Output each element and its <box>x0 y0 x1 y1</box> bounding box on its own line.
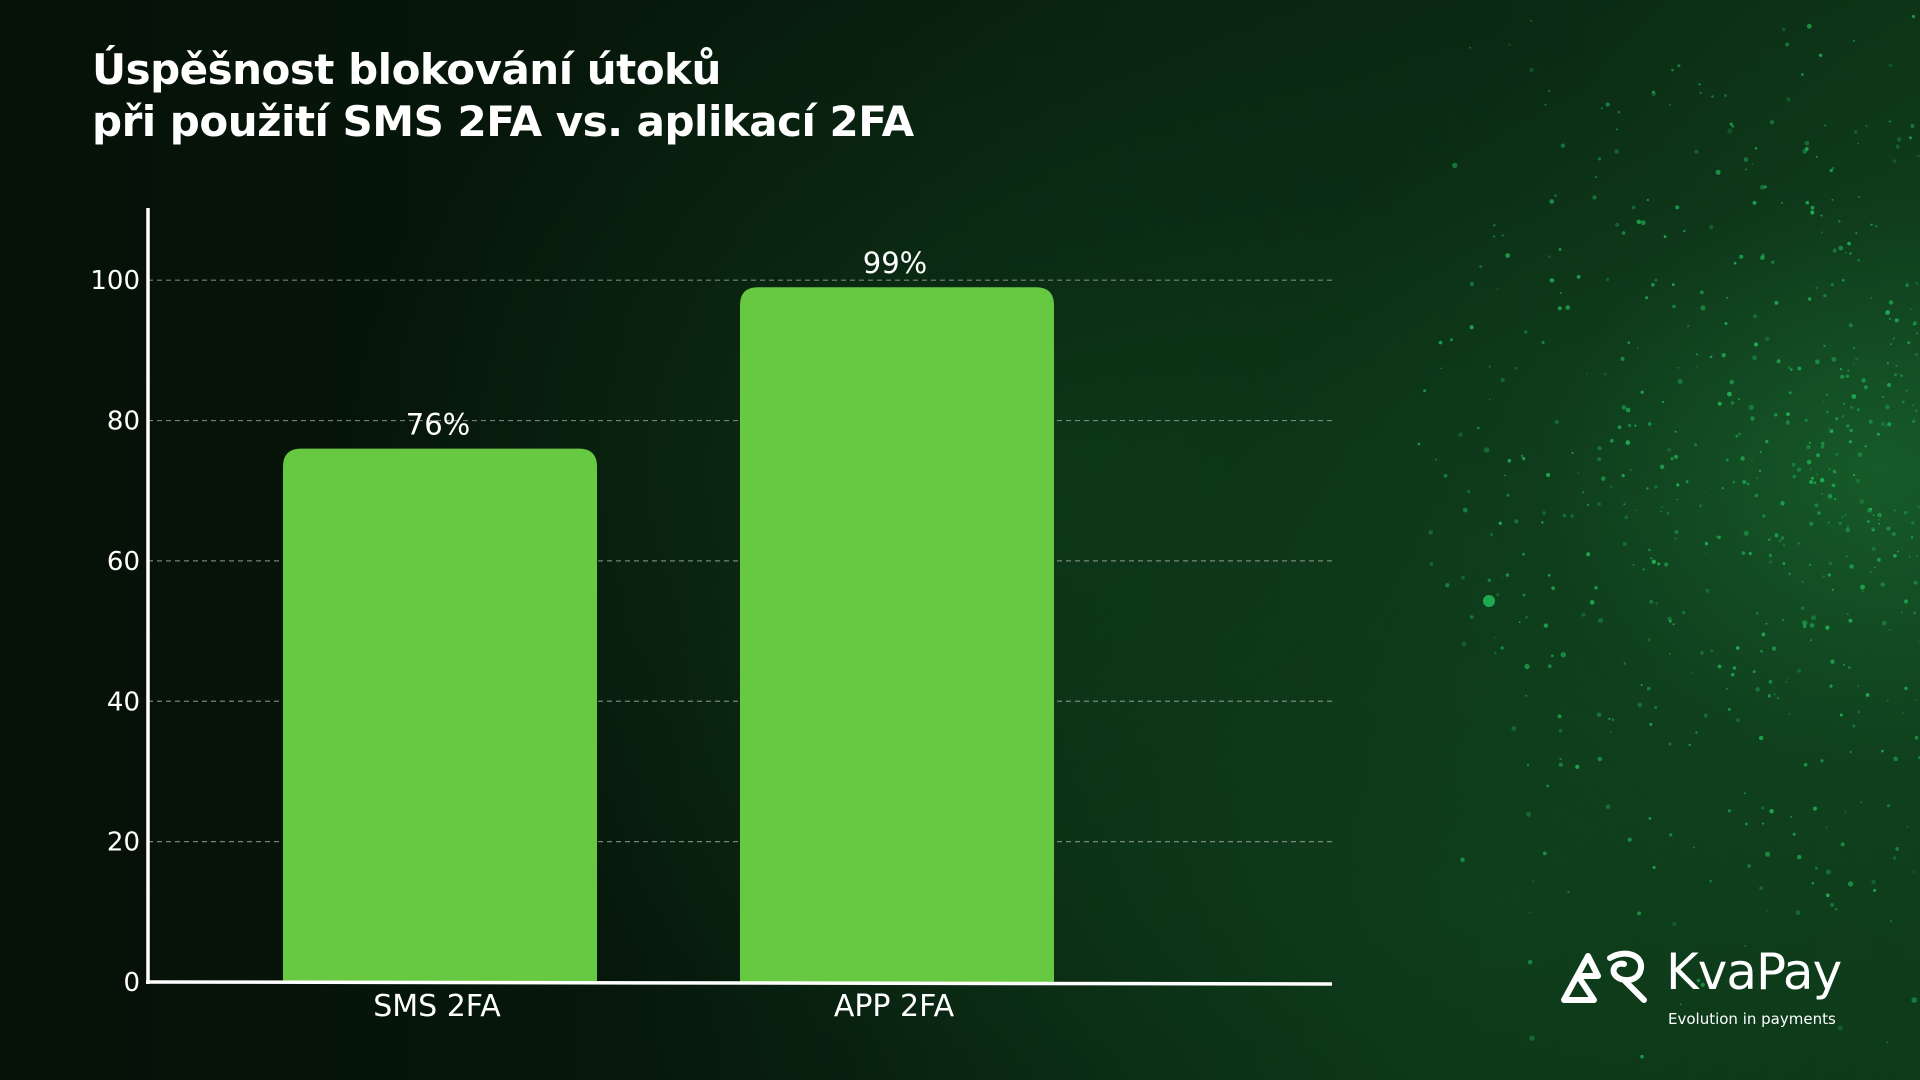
y-tick-label: 100 <box>90 266 140 296</box>
y-tick-label: 0 <box>123 968 140 998</box>
brand-logo: KvaPay Evolution in payments <box>1558 943 1878 1034</box>
data-label: 76% <box>406 408 470 442</box>
x-tick-label: SMS 2FA <box>373 989 501 1024</box>
y-tick-label: 80 <box>107 407 140 437</box>
bar-app-2fa <box>740 287 1054 982</box>
y-tick-label: 40 <box>107 687 140 717</box>
brand-tagline: Evolution in payments <box>1668 1010 1836 1028</box>
x-axis <box>145 980 1333 986</box>
brand-name: KvaPay <box>1666 943 1842 1001</box>
chart-title-line-2: při použití SMS 2FA vs. aplikací 2FA <box>92 97 914 146</box>
x-tick-label: APP 2FA <box>834 989 955 1024</box>
bar-sms-2fa <box>283 448 597 983</box>
y-tick-label: 20 <box>107 828 140 858</box>
chart-title-line-1: Úspěšnost blokování útoků <box>92 45 721 94</box>
y-tick-label: 60 <box>107 547 140 577</box>
chart-title: Úspěšnost blokování útoků při použití SM… <box>92 44 914 148</box>
kvapay-logo-icon <box>1561 950 1647 1003</box>
data-label: 99% <box>863 246 927 280</box>
